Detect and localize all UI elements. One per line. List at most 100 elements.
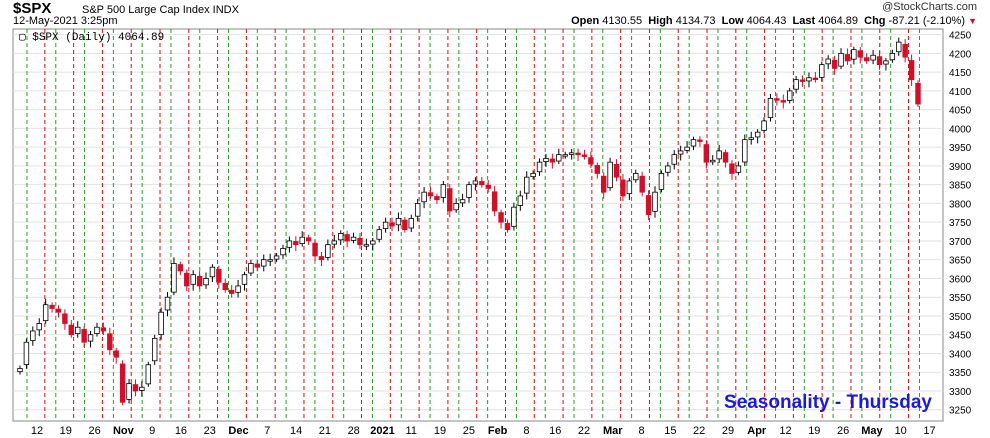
candle-body[interactable] <box>819 64 825 78</box>
candle-body[interactable] <box>293 241 299 246</box>
candle-body[interactable] <box>742 139 748 163</box>
candle-body[interactable] <box>543 158 549 163</box>
candle-body[interactable] <box>286 240 293 248</box>
candle-body[interactable] <box>806 77 812 82</box>
candle-body[interactable] <box>857 50 863 58</box>
candle-body[interactable] <box>100 327 107 332</box>
candle-body[interactable] <box>325 244 331 258</box>
candle-body[interactable] <box>761 120 767 131</box>
candle-body[interactable] <box>722 152 729 163</box>
candle-body[interactable] <box>357 237 363 246</box>
candle-body[interactable] <box>151 338 158 362</box>
candle-body[interactable] <box>68 324 75 336</box>
candle-body[interactable] <box>787 90 793 101</box>
candle-body[interactable] <box>440 184 447 198</box>
candle-body[interactable] <box>748 137 754 140</box>
candle-body[interactable] <box>697 139 703 142</box>
candle-body[interactable] <box>575 152 581 156</box>
candle-body[interactable] <box>568 152 575 155</box>
candle-body[interactable] <box>485 184 491 189</box>
candle-body[interactable] <box>139 386 145 391</box>
candle-body[interactable] <box>434 196 440 201</box>
candle-body[interactable] <box>145 364 151 385</box>
candle-body[interactable] <box>517 195 524 206</box>
candle-body[interactable] <box>119 363 126 403</box>
candle-body[interactable] <box>825 58 831 65</box>
candle-body[interactable] <box>658 173 665 190</box>
candle-body[interactable] <box>158 311 164 335</box>
candle-body[interactable] <box>363 244 370 247</box>
candle-body[interactable] <box>241 274 248 285</box>
candle-body[interactable] <box>581 154 588 157</box>
candle-body[interactable] <box>472 180 479 185</box>
candle-body[interactable] <box>113 350 119 358</box>
stockcharts-logo[interactable]: @StockCharts.com <box>882 1 977 13</box>
candle-body[interactable] <box>376 229 382 240</box>
candle-body[interactable] <box>844 54 851 62</box>
candle-body[interactable] <box>164 296 171 311</box>
candle-body[interactable] <box>344 234 350 242</box>
candle-body[interactable] <box>677 150 684 155</box>
candle-body[interactable] <box>267 259 273 262</box>
candle-body[interactable] <box>49 304 55 309</box>
candle-body[interactable] <box>55 308 62 313</box>
candle-body[interactable] <box>863 57 870 62</box>
candle-body[interactable] <box>350 236 357 241</box>
candle-body[interactable] <box>626 180 633 195</box>
candle-body[interactable] <box>408 218 414 229</box>
candle-body[interactable] <box>17 368 23 373</box>
candle-body[interactable] <box>466 184 472 198</box>
candle-body[interactable] <box>94 326 100 334</box>
candle-body[interactable] <box>81 329 87 343</box>
candle-body[interactable] <box>915 82 921 105</box>
candle-body[interactable] <box>665 165 671 173</box>
candle-body[interactable] <box>594 165 600 174</box>
candle-body[interactable] <box>703 144 710 163</box>
candle-body[interactable] <box>427 192 434 197</box>
candle-body[interactable] <box>459 199 466 204</box>
candle-body[interactable] <box>588 157 594 165</box>
candle-body[interactable] <box>184 272 190 287</box>
candle-body[interactable] <box>876 56 883 66</box>
candle-body[interactable] <box>600 175 607 193</box>
candle-body[interactable] <box>562 154 568 157</box>
candle-body[interactable] <box>261 259 267 267</box>
candle-body[interactable] <box>549 158 556 163</box>
candle-body[interactable] <box>530 173 536 178</box>
candle-body[interactable] <box>318 256 325 261</box>
candle-body[interactable] <box>524 176 530 194</box>
candle-body[interactable] <box>498 212 504 223</box>
candle-body[interactable] <box>639 175 645 193</box>
candle-body[interactable] <box>177 264 184 272</box>
candle-body[interactable] <box>414 203 421 217</box>
candle-body[interactable] <box>453 203 459 211</box>
candle-body[interactable] <box>536 161 543 173</box>
candle-body[interactable] <box>491 191 498 212</box>
candle-body[interactable] <box>607 161 613 189</box>
candle-body[interactable] <box>838 52 844 67</box>
candle-body[interactable] <box>36 323 42 331</box>
candle-body[interactable] <box>248 263 254 274</box>
candle-body[interactable] <box>690 139 697 147</box>
candle-body[interactable] <box>331 240 338 245</box>
candle-body[interactable] <box>447 188 453 212</box>
candle-body[interactable] <box>280 248 286 256</box>
candle-body[interactable] <box>421 191 427 203</box>
candle-body[interactable] <box>235 285 241 293</box>
candle-body[interactable] <box>889 52 896 61</box>
candle-body[interactable] <box>370 240 376 245</box>
candle-body[interactable] <box>42 304 49 322</box>
candle-body[interactable] <box>851 49 857 60</box>
candle-body[interactable] <box>389 222 395 227</box>
candle-body[interactable] <box>30 330 36 341</box>
candle-body[interactable] <box>395 218 402 226</box>
candle-body[interactable] <box>645 195 652 216</box>
candle-body[interactable] <box>652 191 658 212</box>
candle-body[interactable] <box>479 181 485 186</box>
candle-body[interactable] <box>216 269 222 283</box>
candle-body[interactable] <box>908 60 915 81</box>
candle-body[interactable] <box>620 179 626 197</box>
candle-body[interactable] <box>735 165 742 173</box>
candle-body[interactable] <box>190 274 196 285</box>
candle-body[interactable] <box>504 222 511 231</box>
